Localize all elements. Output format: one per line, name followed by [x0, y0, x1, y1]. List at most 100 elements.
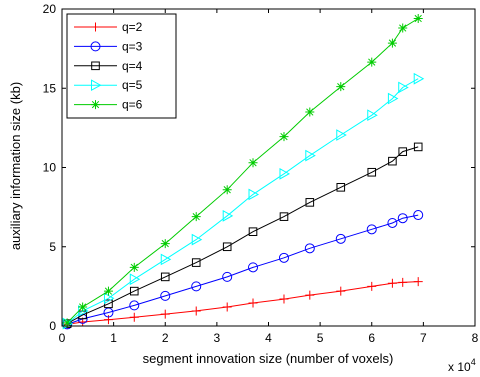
- data-point-q-3: [366, 224, 377, 235]
- x-tick-label: 5: [317, 331, 324, 345]
- x-tick-label: 2: [162, 331, 169, 345]
- legend-entry-q-6: q=6: [74, 98, 143, 112]
- data-point-q-2: [398, 277, 408, 287]
- data-point-q-5: [336, 129, 347, 141]
- x-tick-label: 0: [59, 331, 66, 345]
- data-point-q-5: [191, 233, 203, 246]
- data-point-q-6: [279, 132, 289, 142]
- data-point-q-5: [367, 109, 378, 122]
- legend-marker-q-2: [91, 22, 100, 32]
- series-line-q-3: [67, 214, 419, 325]
- data-point-q-6: [160, 239, 170, 249]
- legend-entry-q-4: q=4: [74, 59, 143, 73]
- data-point-q-3: [222, 271, 233, 282]
- x-tick-label: 7: [420, 331, 427, 345]
- data-point-q-6: [222, 185, 232, 195]
- data-point-q-6: [248, 158, 258, 168]
- legend-label-q-5: q=5: [122, 78, 143, 92]
- data-point-q-5: [248, 188, 260, 201]
- legend-marker-q-3: [90, 41, 101, 52]
- series-layer: [62, 14, 425, 330]
- data-point-q-3: [77, 313, 88, 324]
- y-tick-label: 15: [43, 81, 57, 95]
- legend-marker-q-4: [91, 61, 100, 71]
- data-point-q-2: [191, 306, 201, 316]
- data-point-q-6: [367, 57, 377, 67]
- x-tick-label: 8: [472, 331, 479, 345]
- data-point-q-2: [160, 309, 170, 319]
- y-axis-label: auxiliary information size (kb): [8, 82, 23, 250]
- data-point-q-6: [78, 302, 88, 312]
- data-point-q-6: [336, 82, 346, 92]
- data-point-q-3: [129, 300, 140, 311]
- data-point-q-2: [413, 277, 423, 287]
- data-point-q-2: [248, 298, 258, 308]
- data-point-q-3: [397, 213, 408, 224]
- data-point-q-6: [191, 212, 201, 222]
- legend: q=2 q=3 q=4 q=5 q=6: [66, 13, 177, 119]
- legend-label-q-3: q=3: [122, 39, 143, 53]
- legend-marker-q-5: [91, 79, 102, 92]
- y-tick-label: 20: [43, 2, 57, 16]
- data-point-q-6: [103, 286, 113, 296]
- data-point-q-6: [387, 38, 397, 48]
- data-point-q-4: [222, 242, 232, 252]
- data-point-q-2: [367, 281, 377, 291]
- data-point-q-2: [305, 290, 315, 300]
- x-tick-label: 3: [214, 331, 221, 345]
- data-point-q-6: [398, 23, 408, 33]
- data-point-q-6: [305, 107, 315, 117]
- data-point-q-5: [387, 92, 399, 105]
- data-point-q-5: [279, 167, 291, 180]
- legend-label-q-2: q=2: [122, 20, 143, 34]
- legend-entry-q-2: q=2: [74, 20, 143, 34]
- series-line-q-5: [66, 78, 419, 324]
- x-axis-label: segment innovation size (number of voxel…: [143, 351, 394, 366]
- series-line-q-4: [66, 146, 419, 325]
- data-point-q-2: [222, 302, 232, 312]
- data-point-q-3: [160, 290, 171, 301]
- x-tick-label: 4: [265, 331, 272, 345]
- x-axis-multiplier: x 104: [448, 357, 476, 374]
- axes-layer: 0 1 2 3 4 5 6 7 8 0 5 10 15 20: [43, 2, 479, 345]
- data-point-q-4: [129, 286, 139, 296]
- data-point-q-4: [388, 156, 397, 166]
- legend-entry-q-5: q=5: [74, 78, 143, 92]
- data-point-q-5: [129, 273, 141, 286]
- data-point-q-2: [336, 286, 346, 296]
- data-point-q-4: [413, 142, 423, 152]
- data-point-q-4: [104, 299, 113, 309]
- data-point-q-3: [335, 233, 346, 244]
- series-q-6: [62, 14, 423, 328]
- data-point-q-3: [191, 281, 202, 292]
- series-q-3: [62, 210, 424, 330]
- y-tick-label: 0: [49, 319, 56, 333]
- legend-label-q-4: q=4: [122, 59, 143, 73]
- legend-marker-q-6: [91, 100, 100, 110]
- data-point-q-3: [278, 252, 289, 263]
- data-point-q-5: [398, 81, 409, 94]
- data-point-q-2: [279, 294, 289, 304]
- data-point-q-2: [129, 312, 139, 322]
- data-point-q-3: [248, 262, 259, 273]
- data-point-q-4: [398, 147, 408, 156]
- data-point-q-5: [413, 72, 425, 85]
- data-point-q-5: [160, 253, 172, 266]
- x-tick-label: 1: [110, 331, 117, 345]
- data-point-q-5: [103, 292, 115, 305]
- x-multiplier-base: x 10: [448, 360, 471, 374]
- data-point-q-4: [279, 212, 289, 221]
- data-point-q-4: [336, 183, 346, 192]
- data-point-q-4: [191, 258, 201, 267]
- data-point-q-6: [62, 318, 72, 328]
- data-point-q-6: [129, 262, 139, 272]
- data-point-q-4: [160, 272, 170, 282]
- x-tick-label: 6: [368, 331, 375, 345]
- data-point-q-3: [387, 217, 398, 228]
- y-tick-label: 10: [43, 161, 57, 175]
- legend-entry-q-3: q=3: [74, 39, 143, 53]
- legend-label-q-6: q=6: [122, 98, 143, 112]
- data-point-q-4: [367, 167, 377, 177]
- data-point-q-3: [304, 243, 315, 254]
